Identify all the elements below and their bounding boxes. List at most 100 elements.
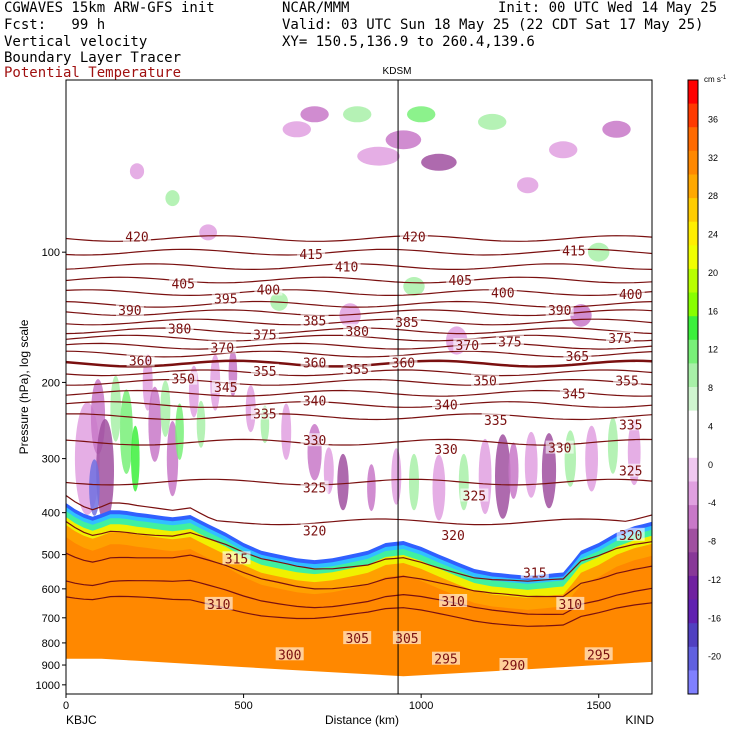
w-shading-blob bbox=[421, 153, 457, 171]
isentrope-label: 410 bbox=[335, 261, 358, 276]
colorbar-tick-label: 20 bbox=[708, 268, 718, 278]
isentrope-365 bbox=[66, 350, 652, 358]
isentrope-label: 340 bbox=[434, 399, 457, 414]
isentrope-label: 320 bbox=[619, 529, 642, 544]
isentrope-370 bbox=[66, 342, 652, 350]
isentrope-315 bbox=[66, 521, 652, 582]
isentrope-label: 420 bbox=[125, 231, 148, 246]
isentrope-label-bg bbox=[453, 338, 482, 352]
isentrope-label-bg bbox=[211, 291, 240, 305]
w-shading-blob bbox=[110, 375, 121, 442]
isentrope-label-bg bbox=[400, 229, 428, 243]
w-shading-blob bbox=[391, 448, 402, 505]
isentrope-label-bg bbox=[392, 631, 421, 645]
w-shading-blob bbox=[89, 459, 100, 516]
header-init-time: Init: 00 UTC Wed 14 May 25 bbox=[498, 0, 718, 16]
colorbar-swatch bbox=[688, 221, 698, 246]
y-tick-label: 1000 bbox=[36, 680, 60, 692]
isentrope-label: 350 bbox=[171, 373, 194, 388]
isentrope-label-bg bbox=[460, 488, 489, 502]
header-field-potential-temperature: Potential Temperature bbox=[4, 65, 182, 81]
w-shading-blob bbox=[120, 389, 133, 475]
isentrope-350 bbox=[66, 378, 652, 386]
isentrope-label-bg bbox=[613, 373, 642, 387]
colorbar-tick-label: 16 bbox=[708, 306, 718, 316]
colorbar-tick-label: -8 bbox=[708, 537, 716, 547]
isentrope-label: 355 bbox=[615, 375, 638, 390]
colorbar-tick-label: 8 bbox=[708, 383, 713, 393]
isentrope-label: 395 bbox=[214, 293, 237, 308]
colorbar-swatch bbox=[688, 481, 698, 506]
y-tick-label: 700 bbox=[42, 613, 60, 625]
colorbar-swatch bbox=[688, 292, 698, 317]
isentrope-label: 325 bbox=[619, 465, 642, 480]
colorbar-tick-label: -20 bbox=[708, 652, 721, 662]
isentrope-label: 400 bbox=[491, 287, 514, 302]
w-shading-blob bbox=[585, 425, 598, 492]
isentrope-label: 305 bbox=[345, 632, 368, 647]
isentrope-label-bg bbox=[275, 647, 304, 661]
isentrope-label-bg bbox=[222, 551, 251, 565]
isentrope-label-bg bbox=[123, 229, 151, 243]
isentrope-300 bbox=[66, 595, 652, 627]
colorbar-tick-label: 4 bbox=[708, 421, 713, 431]
terrain-surface bbox=[66, 658, 652, 694]
colorbar-tick-label: -12 bbox=[708, 575, 721, 585]
colorbar-swatch bbox=[688, 103, 698, 128]
w-shading-blob bbox=[165, 190, 180, 207]
y-tick-label: 400 bbox=[42, 508, 60, 520]
isentrope-label-bg bbox=[432, 651, 460, 665]
w-shading-blob bbox=[307, 424, 322, 481]
w-shading-blob bbox=[432, 454, 446, 521]
isentrope-label-bg bbox=[432, 442, 460, 455]
colorbar-swatch bbox=[688, 410, 698, 435]
header-field-boundary-layer: Boundary Layer Tracer bbox=[4, 50, 182, 66]
isentrope-label-bg bbox=[559, 386, 588, 400]
w-shading-blob bbox=[403, 277, 425, 296]
isentrope-label: 405 bbox=[171, 277, 194, 292]
isentrope-label-bg bbox=[300, 480, 329, 494]
w-shading-blob bbox=[602, 120, 631, 138]
isentrope-label: 315 bbox=[523, 567, 546, 582]
isentrope-label: 330 bbox=[303, 434, 326, 449]
w-shading-blob bbox=[524, 431, 538, 498]
isentrope-labels: 420 405 395 400 415 410 420 405 400 415 390 400 390 3… bbox=[115, 229, 645, 674]
isentrope-label: 400 bbox=[619, 288, 642, 303]
w-shading-blob bbox=[131, 425, 140, 492]
isentrope-label-bg bbox=[616, 527, 645, 541]
left-station-label: KBJC bbox=[66, 713, 97, 727]
isentrope-label: 310 bbox=[559, 598, 582, 613]
x-tick-label: 1500 bbox=[586, 700, 610, 712]
w-shading-blob bbox=[495, 434, 511, 519]
colorbar-swatch bbox=[688, 646, 698, 671]
isentrope-label-bg bbox=[616, 287, 645, 301]
isentrope-label: 415 bbox=[562, 244, 585, 259]
colorbar-swatch bbox=[688, 575, 698, 600]
w-shading-blob bbox=[300, 106, 329, 123]
header-forecast-hour: Fcst: 99 h bbox=[4, 17, 106, 33]
colorbar-swatch bbox=[688, 552, 698, 577]
w-shading-blob bbox=[478, 113, 507, 130]
isentrope-label: 355 bbox=[345, 363, 368, 378]
w-shading-blob bbox=[96, 419, 114, 523]
isentrope-label: 345 bbox=[562, 387, 585, 402]
isentrope-label: 335 bbox=[619, 418, 642, 433]
isentrope-label: 295 bbox=[434, 653, 457, 668]
isentrope-label: 310 bbox=[441, 595, 464, 610]
colorbar-tick-label: 24 bbox=[708, 230, 718, 240]
isentrope-label-bg bbox=[169, 276, 198, 290]
isentrope-label-bg bbox=[432, 397, 460, 411]
isentrope-415 bbox=[66, 248, 652, 256]
isentrope-label: 335 bbox=[484, 414, 507, 429]
isentrope-label-bg bbox=[392, 315, 421, 328]
isentrope-320 bbox=[66, 495, 652, 526]
isentrope-label: 375 bbox=[498, 336, 521, 351]
isentrope-label-bg bbox=[389, 355, 418, 369]
isentrope-325 bbox=[66, 478, 652, 486]
header-field-vertical-velocity: Vertical velocity bbox=[4, 34, 148, 50]
colorbar-swatch bbox=[688, 363, 698, 388]
w-shading-blob bbox=[517, 177, 539, 194]
y-tick-label: 600 bbox=[42, 584, 60, 596]
w-shading-blob bbox=[245, 385, 256, 433]
isentrope-label: 420 bbox=[402, 231, 425, 246]
